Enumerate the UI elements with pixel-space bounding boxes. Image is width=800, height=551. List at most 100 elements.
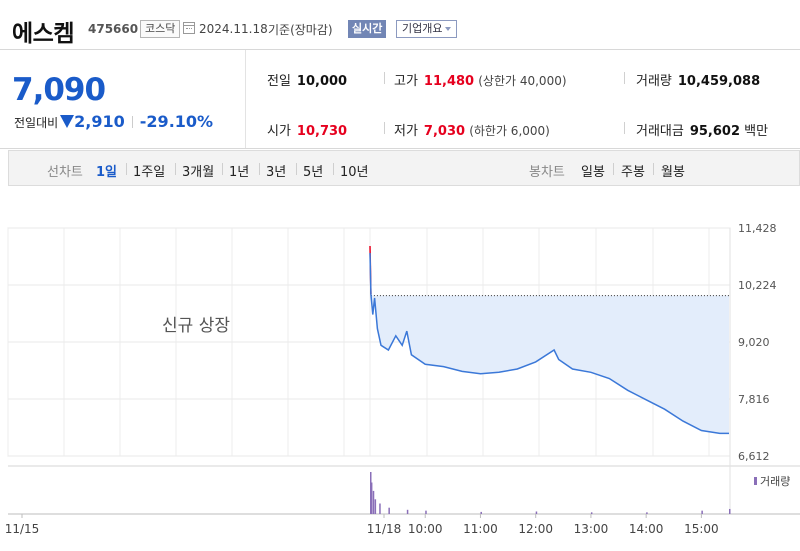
volume-bar: [370, 482, 373, 514]
volume-bar: [374, 499, 377, 514]
x-tick-label: 10:00: [408, 522, 443, 536]
price-summary: 7,090 전일대비 2,910 -29.10% 전일 10,000 고가 11,480…: [0, 49, 800, 149]
high-label: 고가: [394, 74, 418, 89]
divider: [613, 163, 614, 175]
divider: [126, 163, 127, 175]
new-listing-annotation: 신규 상장: [162, 316, 230, 336]
volume-bar: [480, 511, 482, 514]
volume: 거래량 10,459,088: [636, 70, 760, 89]
y-tick-label: 6,612: [738, 450, 770, 463]
tab-monthly-candle[interactable]: 월봉: [661, 165, 685, 180]
volume-bar: [646, 512, 648, 514]
line-chart-label: 선차트: [47, 165, 83, 180]
volume-bar: [406, 509, 409, 514]
divider: [131, 116, 133, 128]
divider: [653, 163, 654, 175]
divider: [296, 163, 297, 175]
volume-value: 10,459,088: [677, 74, 761, 89]
upper-limit: (상한가 40,000): [478, 74, 567, 88]
market-badge: 코스닥: [140, 20, 181, 38]
y-axis-labels: 11,428 10,224 9,020 7,816 6,612: [738, 222, 777, 463]
divider: [259, 163, 260, 175]
chart-tabs: 선차트 1일 1주일 3개월 1년 3년 5년 10년 봉차트 일봉 주봉 월봉: [8, 150, 800, 186]
price-change: 전일대비 2,910 -29.10%: [14, 112, 213, 131]
current-price: 7,090: [12, 72, 106, 108]
trade-value-label: 거래대금: [636, 124, 684, 139]
prev-close-label: 전일: [267, 74, 291, 89]
y-tick-label: 10,224: [738, 279, 777, 292]
high-price: 고가 11,480 (상한가 40,000): [394, 70, 567, 89]
open-value: 10,730: [296, 124, 348, 139]
chevron-down-icon: [445, 27, 452, 31]
quote-basis: 기준(장마감): [268, 23, 333, 37]
tab-3-years[interactable]: 3년: [266, 165, 287, 180]
tab-5-years[interactable]: 5년: [303, 165, 324, 180]
volume-bar: [370, 472, 372, 514]
price-line: [369, 252, 729, 435]
x-tick-label: 13:00: [574, 522, 609, 536]
volume-bar: [372, 490, 375, 514]
x-tick-label: 15:00: [684, 522, 719, 536]
change-percent: -29.10%: [139, 112, 214, 131]
y-tick-label: 7,816: [738, 393, 770, 406]
open-price: 시가 10,730: [267, 120, 347, 139]
volume-bar: [535, 511, 538, 514]
stock-header: 에스켐 475660 코스닥 2024.11.18 기준(장마감) 실시간 기업…: [0, 0, 800, 50]
divider: [384, 122, 385, 134]
realtime-button[interactable]: 실시간: [348, 20, 387, 38]
tab-10-years[interactable]: 10년: [340, 165, 369, 180]
lower-limit: (하한가 6,000): [469, 124, 550, 138]
low-label: 저가: [394, 124, 418, 139]
high-value: 11,480: [423, 74, 475, 89]
trade-value: 거래대금 95,602 백만: [636, 120, 774, 139]
stock-name[interactable]: 에스켐: [12, 21, 74, 47]
price-area-fill: [370, 294, 729, 434]
volume-bars: [370, 472, 731, 514]
volume-label: 거래량: [636, 74, 672, 89]
tab-1-year[interactable]: 1년: [229, 165, 250, 180]
volume-bar: [701, 510, 703, 514]
company-overview-label: 기업개요: [402, 22, 443, 35]
calendar-icon: [183, 22, 195, 34]
y-tick-label: 9,020: [738, 336, 770, 349]
volume-bar: [590, 512, 593, 514]
x-axis-labels: 11/15 11/18 10:00 11:00 12:00 13:00 14:00 15:00: [5, 514, 719, 536]
current-price-panel: 7,090 전일대비 2,910 -29.10%: [0, 50, 246, 148]
open-label: 시가: [267, 124, 291, 139]
prev-close-value: 10,000: [296, 74, 348, 89]
divider: [624, 122, 625, 134]
quote-date: 2024.11.18: [199, 22, 268, 36]
x-tick-label: 12:00: [518, 522, 553, 536]
candle-chart-label: 봉차트: [529, 165, 565, 180]
prev-close: 전일 10,000: [267, 70, 347, 89]
divider: [175, 163, 176, 175]
tab-3-months[interactable]: 3개월: [182, 165, 215, 180]
divider: [222, 163, 223, 175]
low-value: 7,030: [423, 124, 466, 139]
change-label: 전일대비: [14, 116, 59, 130]
trade-value-value: 95,602: [689, 124, 741, 139]
volume-legend-swatch: [754, 477, 757, 485]
tab-1-day[interactable]: 1일: [96, 165, 118, 180]
tab-daily-candle[interactable]: 일봉: [581, 165, 605, 180]
stock-code: 475660: [88, 22, 139, 36]
tab-1-week[interactable]: 1주일: [133, 165, 166, 180]
tab-weekly-candle[interactable]: 주봉: [621, 165, 645, 180]
divider: [333, 163, 334, 175]
company-overview-dropdown[interactable]: 기업개요: [396, 20, 458, 38]
volume-bar: [729, 508, 731, 514]
divider: [624, 72, 625, 84]
x-tick-label: 11:00: [463, 522, 498, 536]
volume-legend: 거래량: [760, 475, 790, 488]
volume-bar: [379, 503, 381, 514]
trade-value-unit: 백만: [744, 124, 769, 139]
down-arrow-icon: [60, 115, 75, 128]
change-amount: 2,910: [74, 112, 125, 131]
divider: [384, 72, 385, 84]
volume-bar: [425, 510, 427, 514]
x-tick-label: 11/18: [367, 522, 402, 536]
x-tick-label: 11/15: [5, 522, 40, 536]
volume-bar: [388, 507, 390, 514]
low-price: 저가 7,030 (하한가 6,000): [394, 120, 550, 139]
